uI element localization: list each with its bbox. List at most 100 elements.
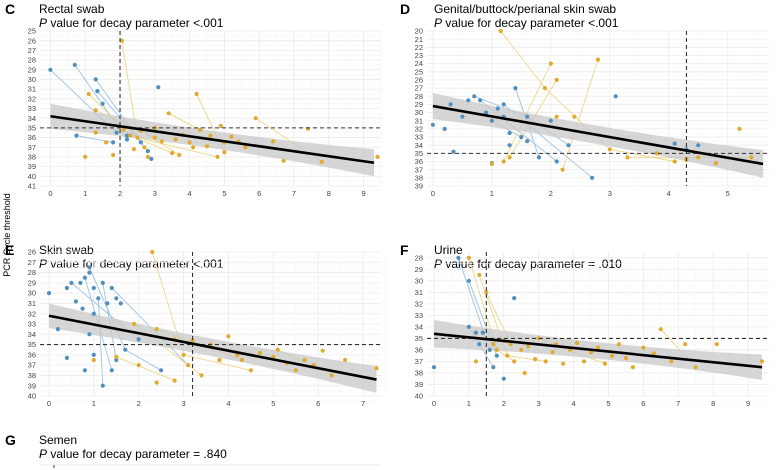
y-tick-label: 37 [415,165,423,174]
data-point-yellow [111,152,116,158]
y-tick-label: 38 [415,369,423,378]
data-point-yellow [222,150,227,155]
data-point-yellow [215,154,220,159]
data-point-blue [96,296,101,301]
data-point-yellow [136,363,141,368]
data-point-yellow [505,353,510,358]
data-point-blue [519,135,524,140]
data-point-blue [466,278,471,283]
data-point-yellow [607,147,612,152]
y-tick-label: 22 [415,43,423,52]
data-point-yellow [191,145,196,150]
data-point-blue [513,86,518,91]
y-tick-label: 25 [415,67,423,76]
data-point-blue [114,357,119,363]
x-tick-label: 3 [608,189,612,198]
data-point-yellow [536,336,541,341]
x-tick-label: 1 [490,189,494,198]
data-point-blue [451,149,456,154]
data-point-yellow [737,126,742,131]
fit-line [50,114,375,165]
data-point-blue [46,291,52,296]
data-point-blue [460,114,465,119]
data-point-blue [73,299,78,304]
p-text: value for decay parameter <.001 [47,16,224,30]
data-point-blue [507,130,512,136]
data-point-yellow [595,57,601,62]
data-point-blue [566,143,571,148]
data-point-yellow [542,86,548,91]
data-point-blue [145,149,150,154]
panel-subtitle: P value for decay parameter = .840 [39,447,227,461]
data-point-yellow [293,368,298,373]
data-point-blue [72,62,77,67]
y-tick-label: 28 [28,56,36,65]
y-tick-label: 35 [415,334,423,343]
data-point-blue [87,265,92,270]
x-tick-label: 6 [316,399,320,408]
x-tick-label: 2 [118,189,122,198]
data-point-blue [507,143,512,148]
data-point-blue [82,275,87,280]
data-point-yellow [186,363,191,368]
data-point-yellow [572,114,577,119]
panel-subtitle: P value for decay parameter <.001 [39,16,224,30]
data-point-yellow [181,352,186,357]
x-tick-label: 4 [571,399,575,408]
data-point-yellow [229,134,234,139]
y-tick-label: 24 [415,59,423,68]
data-point-yellow [489,161,494,167]
data-point-blue [80,306,85,311]
data-point-yellow [554,114,559,119]
y-tick-label: 30 [415,108,423,117]
x-tick-label: 1 [467,399,471,408]
data-point-blue [69,280,74,285]
data-point-yellow [550,350,555,355]
data-point-blue [525,114,530,119]
data-point-yellow [623,355,629,361]
x-tick-label: 0 [431,189,435,198]
fit-line [48,314,377,381]
x-tick-label: 5 [222,189,226,198]
subject-trajectory [116,356,175,382]
data-point-blue [111,140,116,145]
panel-title: Skin swab [39,243,94,257]
x-tick-label: 0 [47,399,51,408]
data-point-blue [48,67,53,72]
panel-subtitle: P value for decay parameter = .010 [434,257,622,271]
y-tick-label: 34 [415,141,423,150]
y-tick-label: 29 [28,278,36,287]
y-tick-label: 20 [415,27,423,36]
data-point-yellow [641,345,646,350]
p-text: value for decay parameter <.001 [47,257,224,271]
x-tick-label: 4 [667,189,671,198]
y-tick-label: 36 [28,350,36,359]
panel-letter: C [5,1,15,17]
x-tick-label: 2 [137,399,141,408]
data-point-yellow [375,154,380,159]
data-point-blue [480,330,485,335]
data-point-blue [554,159,559,164]
data-point-yellow [119,38,124,43]
data-point-yellow [651,351,656,356]
x-tick-label: 2 [502,399,506,408]
x-tick-label: 7 [361,399,365,408]
data-point-yellow [477,272,482,278]
x-tick-label: 7 [292,189,296,198]
subject-trajectory [500,30,675,162]
x-tick-label: 8 [711,399,715,408]
data-point-yellow [218,123,223,128]
data-point-blue [448,102,453,107]
data-point-blue [149,156,154,161]
p-symbol: P [39,447,47,461]
data-point-yellow [473,359,478,364]
y-tick-label: 32 [28,309,36,318]
p-symbol: P [434,16,442,30]
data-point-blue [82,368,87,373]
data-point-blue [93,77,98,82]
data-point-yellow [131,147,136,152]
data-point-yellow [248,368,253,373]
data-point-yellow [616,342,622,347]
data-point-blue [105,301,110,306]
data-point-yellow [173,137,178,142]
